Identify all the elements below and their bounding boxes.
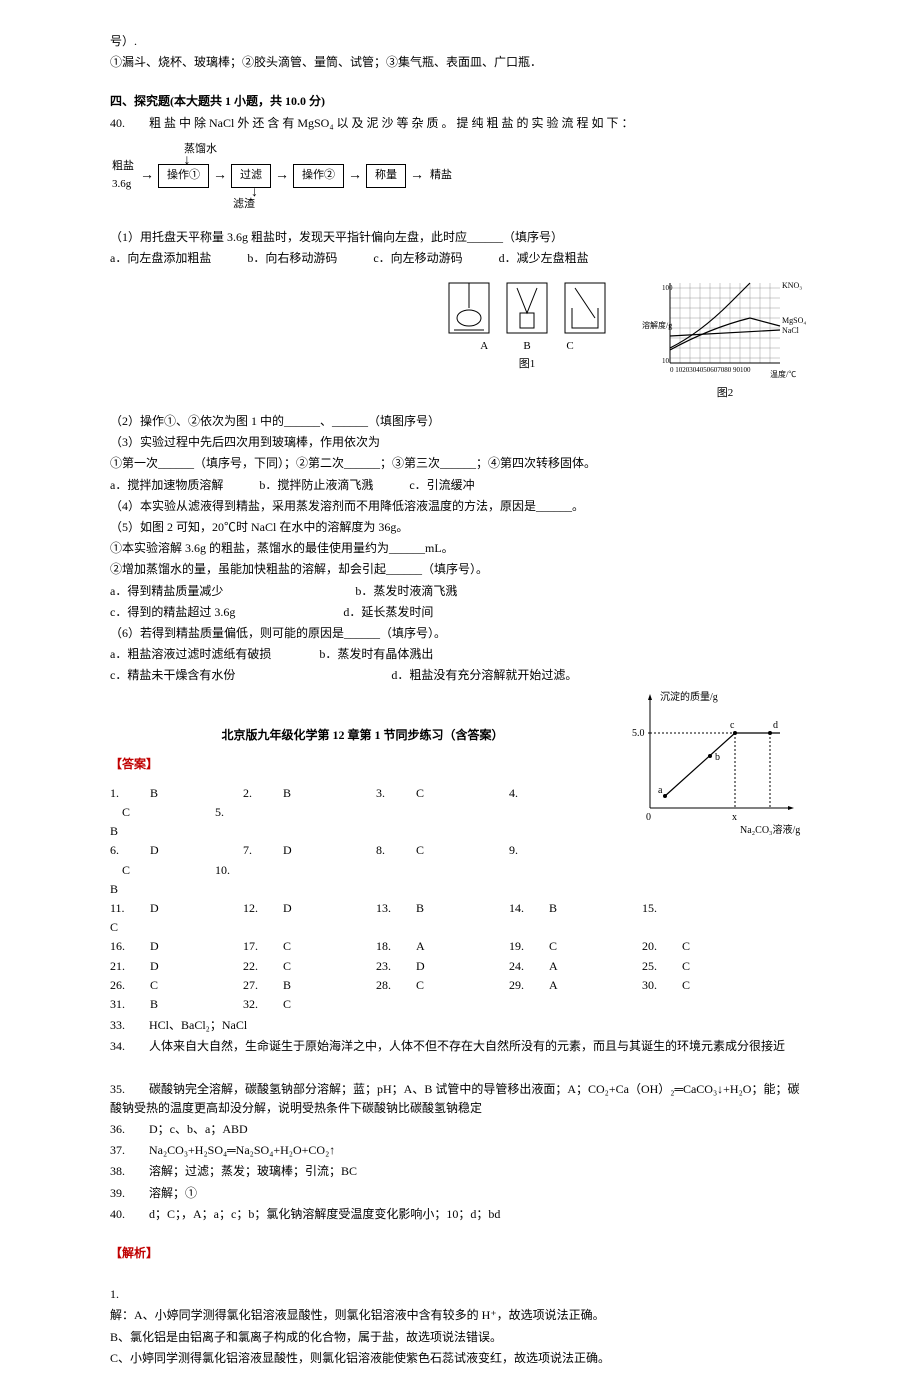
analysis-line: 1. (110, 1285, 810, 1304)
answer-row: 31. B32. C (110, 995, 810, 1014)
flow-start-bottom: 3.6g (110, 176, 136, 194)
text-answer-line: 39. 溶解；① (110, 1184, 810, 1203)
diagram-row: A B C 图1 溶解度/g 100 10 (110, 278, 810, 402)
q5-2: ②增加蒸馏水的量，虽能加快粗盐的溶解，却会引起______（填序号）。 (110, 560, 810, 579)
text-answers: 33. HCl、BaCl₂；NaCl 34. 人体来自大自然，生命诞生于原始海洋之… (110, 1016, 810, 1224)
text-answer-line: 34. 人体来自大自然，生命诞生于原始海洋之中，人体不但不存在大自然所没有的元素… (110, 1037, 810, 1056)
q2: （2）操作①、②依次为图 1 中的______、______（填图序号） (110, 412, 810, 431)
intro-line-1: 号）. (110, 32, 810, 51)
intro-line-2: ①漏斗、烧杯、玻璃棒；②胶头滴管、量筒、试管；③集气瓶、表面皿、广口瓶． (110, 53, 810, 72)
svg-text:溶解度/g: 溶解度/g (642, 320, 672, 330)
svg-text:沉淀的质量/g: 沉淀的质量/g (660, 690, 718, 703)
text-answer-line: 33. HCl、BaCl₂；NaCl (110, 1016, 810, 1035)
svg-text:KNO₃: KNO₃ (782, 281, 802, 290)
arrow-down-icon: ↓ (184, 150, 191, 172)
text-answer-line: 40. d；C；，A；a；c；b；氯化钠溶解度受温度变化影响小；10；d；bd (110, 1205, 810, 1224)
q6: （6）若得到精盐质量偏低，则可能的原因是______（填序号）。 (110, 624, 810, 643)
precipitate-graph: 沉淀的质量/g 5.0 a b c d 0 x Na₂CO₃溶液/g (630, 688, 810, 844)
svg-text:0: 0 (646, 812, 651, 823)
fig1-caption: 图1 (444, 356, 610, 374)
answer-row: 11. D12. D13. B14. B15. (110, 899, 810, 918)
svg-text:MgSO₄: MgSO₄ (782, 316, 806, 325)
flow-weigh: 称量 (366, 164, 406, 188)
answer-row: 21. D22. C23. D24. A25. C (110, 957, 810, 976)
q5-1: ①本实验溶解 3.6g 的粗盐，蒸馏水的最佳使用量约为______mL。 (110, 539, 810, 558)
answer-row: 16. D17. C18. A19. C20. C (110, 937, 810, 956)
q1: （1）用托盘天平称量 3.6g 粗盐时，发现天平指针偏向左盘，此时应______… (110, 228, 810, 247)
text-answer-line: 35. 碳酸钠完全溶解，碳酸氢钠部分溶解；蓝；pH；A、B 试管中的导管移出液面… (110, 1080, 810, 1118)
q6-opts2: c．精盐未干燥含有水份 d．粗盐没有充分溶解就开始过滤。 (110, 666, 810, 685)
text-answer-line: 37. Na₂CO₃+H₂SO₄═Na₂SO₄+H₂O+CO₂↑ (110, 1141, 810, 1160)
analysis-lines: 1. 解：A、小婷同学测得氯化铝溶液显酸性，则氯化铝溶液中含有较多的 H⁺，故选项… (110, 1285, 810, 1368)
svg-text:b: b (715, 752, 720, 763)
q3-sub: ①第一次______（填序号，下同）；②第二次______；③第三次______… (110, 454, 810, 473)
flow-end: 精盐 (428, 167, 454, 185)
figure-2: 溶解度/g 100 10 KNO₃ MgSO₄ NaCl 0 1020304050… (640, 278, 810, 402)
flow-top-label: 蒸馏水 (182, 141, 810, 159)
q3-opts: a．搅拌加速物质溶解 b．搅拌防止液滴飞溅 c．引流缓冲 (110, 476, 810, 495)
arrow-icon: → (213, 165, 227, 187)
svg-text:NaCl: NaCl (782, 326, 800, 335)
text-answer-line (110, 1059, 810, 1078)
q3: （3）实验过程中先后四次用到玻璃棒，作用依次为 (110, 433, 810, 452)
apparatus-a-icon (444, 278, 494, 338)
arrow-icon: → (348, 165, 362, 187)
analysis-line: 解：A、小婷同学测得氯化铝溶液显酸性，则氯化铝溶液中含有较多的 H⁺，故选项说法… (110, 1306, 810, 1325)
svg-text:a: a (658, 785, 663, 796)
answer-row: C (110, 918, 810, 937)
q5-opts2: c．得到的精盐超过 3.6g d．延长蒸发时间 (110, 603, 810, 622)
fig1-label-c: C (566, 340, 573, 352)
svg-text:d: d (773, 720, 778, 731)
svg-text:100: 100 (662, 284, 673, 292)
fig1-label-a: A (480, 340, 487, 352)
arrow-icon: → (140, 165, 154, 187)
text-answer-line: 38. 溶解；过滤；蒸发；玻璃棒；引流；BC (110, 1162, 810, 1181)
apparatus-b-icon (502, 278, 552, 338)
analysis-line: C、小婷同学测得氯化铝溶液显酸性，则氯化铝溶液能使紫色石蕊试液变红，故选项说法正… (110, 1349, 810, 1368)
svg-text:c: c (730, 720, 735, 731)
answer-row: 6. D7. D8. C9. C10. (110, 841, 810, 879)
text-answer-line: 36. D；c、b、a；ABD (110, 1120, 810, 1139)
svg-text:温度/℃: 温度/℃ (770, 369, 796, 378)
svg-text:0 1020304050607080 90100: 0 1020304050607080 90100 (670, 366, 751, 374)
flowchart: 蒸馏水 粗盐 3.6g → ↓ 操作① → 过滤 ↓ 滤渣 → 操作② → 称量… (110, 141, 810, 194)
svg-text:Na₂CO₃溶液/g: Na₂CO₃溶液/g (740, 823, 800, 836)
q5-opts1: a．得到精盐质量减少 b．蒸发时液滴飞溅 (110, 582, 810, 601)
flow-start: 粗盐 3.6g (110, 158, 136, 193)
apparatus-c-icon (560, 278, 610, 338)
answer-row: 26. C27. B28. C29. A30. C (110, 976, 810, 995)
fig2-caption: 图2 (640, 385, 810, 403)
solubility-chart-icon: 溶解度/g 100 10 KNO₃ MgSO₄ NaCl 0 1020304050… (640, 278, 810, 378)
svg-text:10: 10 (662, 357, 670, 365)
figure-1: A B C 图1 (444, 278, 610, 402)
q5: （5）如图 2 可知，20℃时 NaCl 在水中的溶解度为 36g。 (110, 518, 810, 537)
analysis-header: 【解析】 (110, 1244, 810, 1263)
precipitate-chart-icon: 沉淀的质量/g 5.0 a b c d 0 x Na₂CO₃溶液/g (630, 688, 810, 838)
flow-op2: 操作② (293, 164, 344, 188)
q6-opts1: a．粗盐溶液过滤时滤纸有破损 b．蒸发时有晶体溅出 (110, 645, 810, 664)
flow-residue: 滤渣 (233, 196, 255, 214)
section-4-title: 四、探究题(本大题共 1 小题，共 10.0 分) (110, 92, 810, 111)
analysis-line: B、氯化铝是由铝离子和氯离子构成的化合物，属于盐，故选项说法错误。 (110, 1328, 810, 1347)
flow-start-top: 粗盐 (110, 158, 136, 176)
q40-intro: 40. 粗 盐 中 除 NaCl 外 还 含 有 MgSO₄ 以 及 泥 沙 等… (110, 114, 810, 133)
arrow-icon: → (410, 165, 424, 187)
q1-opts: a．向左盘添加粗盐 b．向右移动游码 c．向左移动游码 d．减少左盘粗盐 (110, 249, 810, 268)
q4: （4）本实验从滤液得到精盐，采用蒸发溶剂而不用降低溶液温度的方法，原因是____… (110, 497, 810, 516)
answer-row: B (110, 880, 810, 899)
arrow-icon: → (275, 165, 289, 187)
svg-text:5.0: 5.0 (632, 728, 645, 739)
fig1-label-b: B (523, 340, 530, 352)
svg-text:x: x (732, 812, 737, 823)
